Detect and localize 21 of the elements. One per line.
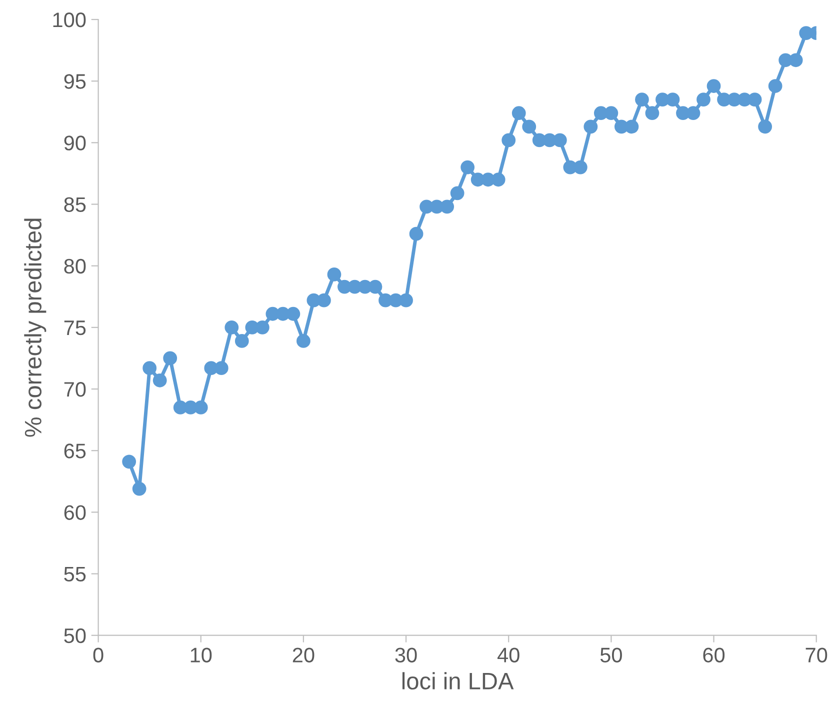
y-tick-label: 60 — [64, 505, 86, 520]
x-axis-title: loci in LDA — [402, 672, 514, 690]
x-tick-label: 10 — [190, 648, 212, 662]
x-tick-label: 50 — [600, 648, 622, 662]
y-tick-label: 80 — [64, 258, 86, 274]
x-tick-label: 0 — [93, 648, 104, 662]
y-tick-label: 70 — [64, 382, 86, 397]
y-tick-label: 55 — [64, 566, 86, 582]
y-tick-label: 95 — [64, 74, 86, 89]
y-tick-label: 85 — [64, 197, 86, 212]
x-tick-label: 70 — [806, 648, 828, 662]
y-tick-label: 50 — [64, 628, 86, 644]
x-tick-label: 20 — [292, 648, 314, 662]
x-tick-label: 40 — [498, 648, 520, 662]
y-tick-label: 90 — [64, 136, 86, 150]
y-axis-title: % correctly predicted — [24, 218, 46, 437]
x-tick-label: 30 — [395, 648, 417, 662]
y-tick-label: 75 — [64, 320, 86, 336]
x-tick-label: 60 — [703, 648, 725, 662]
y-tick-label: 65 — [64, 444, 86, 458]
y-tick-label: 100 — [53, 12, 86, 28]
